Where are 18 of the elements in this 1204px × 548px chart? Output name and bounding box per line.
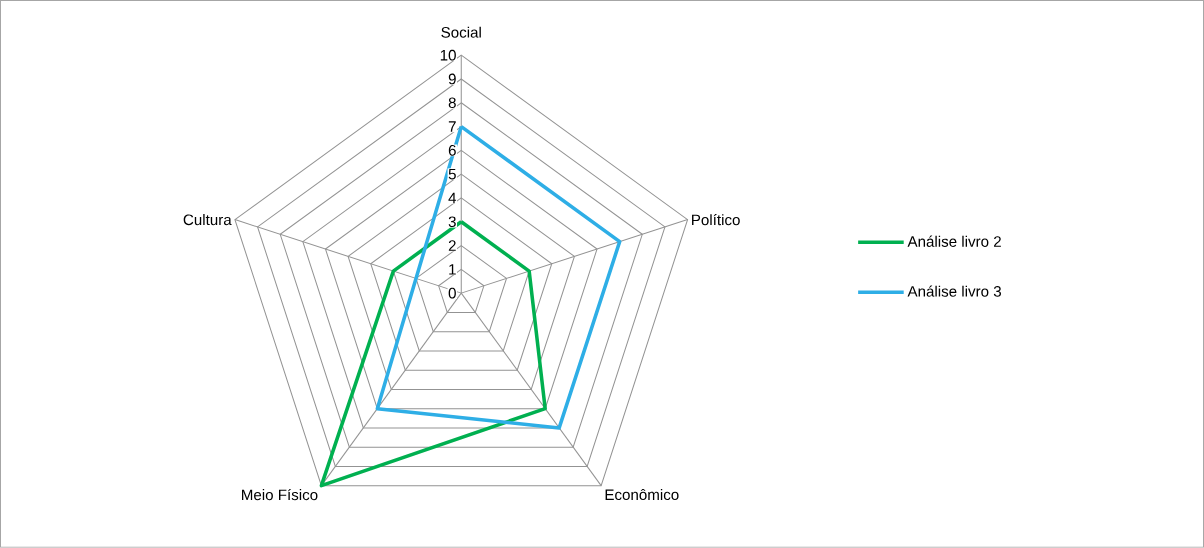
- spoke-label: Cultura: [183, 214, 232, 226]
- y-tick-label: 7: [448, 121, 456, 132]
- y-tick-label: 5: [448, 168, 456, 180]
- spoke-label: Social: [441, 26, 481, 38]
- legend-label: Análise livro 3: [907, 285, 1001, 297]
- y-tick-label: 10: [440, 49, 456, 61]
- y-tick-label: 4: [448, 192, 457, 204]
- y-tick-label: 6: [448, 145, 456, 156]
- spoke-label: Meio Físico: [242, 488, 318, 501]
- y-tick-label: 0: [448, 287, 456, 299]
- y-tick-label: 8: [448, 97, 456, 109]
- y-tick-label: 2: [448, 240, 456, 251]
- spoke-label: Econômico: [605, 489, 679, 501]
- spoke-label: Político: [692, 214, 740, 226]
- y-tick-label: 1: [449, 264, 456, 275]
- y-tick-label: 3: [448, 216, 456, 228]
- y-tick-label: 9: [448, 73, 456, 85]
- legend-label: Análise livro 2: [907, 235, 1001, 247]
